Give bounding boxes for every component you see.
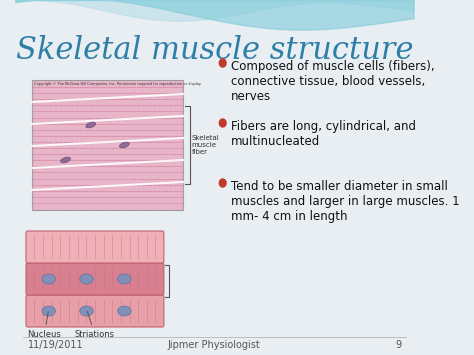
Text: 11/19/2011: 11/19/2011 [27, 340, 83, 350]
Ellipse shape [118, 274, 131, 284]
Ellipse shape [61, 157, 71, 163]
Text: Jipmer Physiologist: Jipmer Physiologist [168, 340, 261, 350]
FancyBboxPatch shape [26, 263, 164, 295]
Text: Fibers are long, cylindrical, and
multinucleated: Fibers are long, cylindrical, and multin… [231, 120, 416, 148]
Ellipse shape [86, 122, 96, 128]
Text: Nucleus: Nucleus [27, 312, 61, 339]
Text: Skeletal muscle structure: Skeletal muscle structure [16, 35, 413, 66]
Ellipse shape [119, 142, 129, 148]
FancyBboxPatch shape [26, 295, 164, 327]
Ellipse shape [42, 274, 55, 284]
Text: 9: 9 [396, 340, 402, 350]
Text: Copyright © The McGraw-Hill Companies, Inc. Permission required for reproduction: Copyright © The McGraw-Hill Companies, I… [34, 82, 201, 86]
Circle shape [219, 119, 226, 127]
Ellipse shape [80, 274, 93, 284]
Text: Composed of muscle cells (fibers),
connective tissue, blood vessels,
nerves: Composed of muscle cells (fibers), conne… [231, 60, 435, 103]
Circle shape [219, 59, 226, 67]
Text: Skeletal
muscle
fiber: Skeletal muscle fiber [191, 135, 219, 155]
Text: Tend to be smaller diameter in small
muscles and larger in large muscles. 1
mm- : Tend to be smaller diameter in small mus… [231, 180, 460, 223]
FancyBboxPatch shape [26, 231, 164, 263]
Text: Striations: Striations [75, 312, 115, 339]
Ellipse shape [42, 306, 55, 316]
FancyBboxPatch shape [32, 80, 183, 210]
Circle shape [219, 179, 226, 187]
Ellipse shape [118, 306, 131, 316]
Ellipse shape [80, 306, 93, 316]
